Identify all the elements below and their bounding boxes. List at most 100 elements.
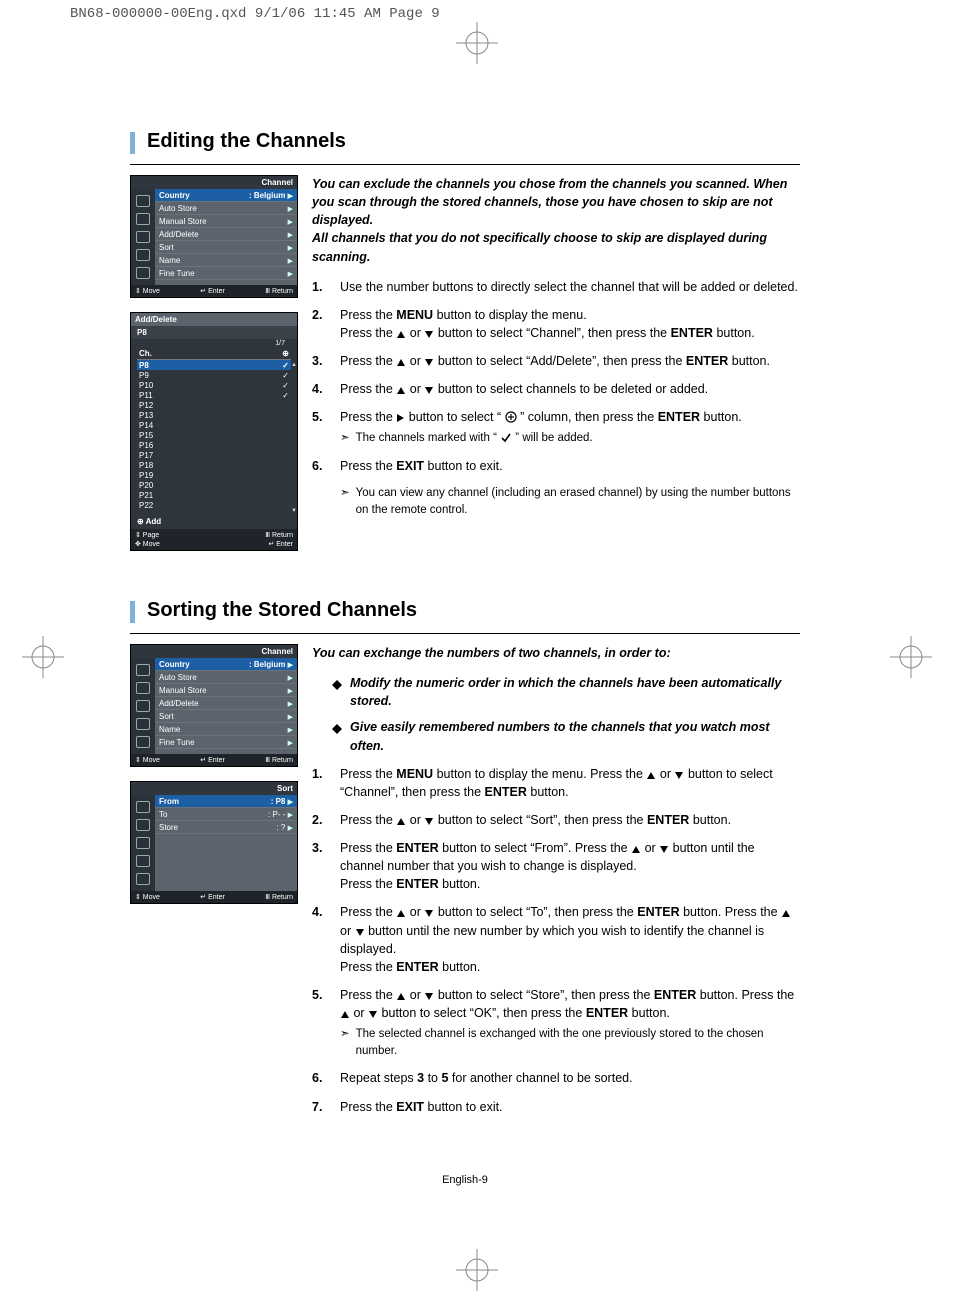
osd-foot-return: Ⅲ Return — [214, 531, 293, 539]
step-body: Repeat steps 3 to 5 for another channel … — [340, 1069, 800, 1087]
step-body: Press the MENU button to display the men… — [340, 306, 800, 342]
chevron-right-icon: ▶ — [288, 271, 293, 278]
osd-ch: P8 — [139, 361, 149, 370]
osd-footer: ⇕ PageⅢ Return✥ Move↵ Enter — [131, 529, 297, 550]
check-icon: ✓ — [282, 361, 289, 370]
osd-foot-enter: ↵ Enter — [200, 756, 225, 764]
osd-ch: P15 — [139, 431, 153, 440]
osd-foot-enter: ↵ Enter — [214, 540, 293, 548]
step-number: 7. — [312, 1098, 330, 1116]
osd-ch: P18 — [139, 461, 153, 470]
footnote: ➣ You can view any channel (including an… — [340, 485, 800, 518]
osd-channel-menu: ChannelCountry: Belgium ▶Auto Store▶Manu… — [130, 175, 298, 298]
osd-row-label: To — [159, 810, 167, 819]
step-item: 6.Repeat steps 3 to 5 for another channe… — [312, 1069, 800, 1087]
osd-row-value: ▶ — [288, 712, 293, 721]
osd-row: Manual Store▶ — [155, 684, 297, 697]
osd-table-row: P17 — [137, 450, 291, 460]
osd-foot-move: ✥ Move — [135, 540, 214, 548]
step-item: 3.Press the ENTER button to select “From… — [312, 839, 800, 893]
osd-row-label: Sort — [159, 712, 174, 721]
osd-subtitle: P8 — [131, 326, 297, 339]
osd-row-label: Name — [159, 725, 180, 734]
osd-icon — [136, 801, 150, 813]
osd-row: To: P- - ▶ — [155, 808, 297, 821]
osd-row-label: From — [159, 797, 179, 806]
osd-icon — [136, 873, 150, 885]
step-item: 2.Press the or button to select “Sort”, … — [312, 811, 800, 829]
print-header: BN68-000000-00Eng.qxd 9/1/06 11:45 AM Pa… — [70, 6, 440, 22]
osd-page-indicator: 1/7 — [131, 339, 297, 348]
steps-list: 1.Use the number buttons to directly sel… — [312, 278, 800, 476]
step-body: Press the ENTER button to select “From”.… — [340, 839, 800, 893]
step-number: 5. — [312, 986, 330, 1060]
step-item: 5.Press the or button to select “Store”,… — [312, 986, 800, 1060]
osd-foot-enter: ↵ Enter — [200, 893, 225, 901]
osd-table-row: P14 — [137, 420, 291, 430]
chevron-right-icon: ▶ — [288, 727, 293, 734]
osd-icon-column — [131, 795, 155, 891]
osd-icon — [136, 855, 150, 867]
osd-ch: P9 — [139, 371, 149, 380]
osd-icon — [136, 718, 150, 730]
step-item: 1.Press the MENU button to display the m… — [312, 765, 800, 801]
chevron-right-icon: ▶ — [288, 675, 293, 682]
osd-row-value: : Belgium ▶ — [249, 191, 293, 200]
osd-icon — [136, 249, 150, 261]
note-arrow-icon: ➣ — [340, 485, 350, 518]
osd-ch: P14 — [139, 421, 153, 430]
osd-icon — [136, 700, 150, 712]
osd-icon — [136, 819, 150, 831]
osd-foot-return: Ⅲ Return — [265, 287, 293, 295]
osd-row-label: Manual Store — [159, 217, 207, 226]
crop-mark-right-icon — [890, 636, 932, 678]
osd-table-row: P16 — [137, 440, 291, 450]
osd-row-value: ▶ — [288, 738, 293, 747]
osd-table-row: P11✓ — [137, 390, 291, 400]
osd-row-value: ▶ — [288, 686, 293, 695]
osd-icon — [136, 837, 150, 849]
step-body: Press the EXIT button to exit. — [340, 457, 800, 475]
osd-foot-enter: ↵ Enter — [200, 287, 225, 295]
step-body: Press the MENU button to display the men… — [340, 765, 800, 801]
osd-row-label: Fine Tune — [159, 738, 195, 747]
osd-icon — [136, 213, 150, 225]
osd-row: Auto Store▶ — [155, 671, 297, 684]
diamond-item: Give easily remembered numbers to the ch… — [332, 718, 800, 754]
section-title: Editing the Channels — [147, 130, 346, 153]
osd-ch: P19 — [139, 471, 153, 480]
chevron-right-icon: ▶ — [288, 740, 293, 747]
crop-mark-top-icon — [456, 22, 498, 64]
osd-row: Fine Tune ▶ — [155, 736, 297, 749]
diamond-icon — [332, 721, 342, 754]
chevron-right-icon: ▶ — [288, 219, 293, 226]
osd-row-value: ▶ — [288, 230, 293, 239]
osd-row-value: ▶ — [288, 725, 293, 734]
chevron-right-icon: ▶ — [288, 193, 293, 200]
osd-row-label: Sort — [159, 243, 174, 252]
osd-row-value: ▶ — [288, 673, 293, 682]
osd-row: Name▶ — [155, 254, 297, 267]
crop-mark-bottom-icon — [456, 1249, 498, 1291]
osd-foot-page: ⇕ Page — [135, 531, 214, 539]
osd-table-row: P21 — [137, 490, 291, 500]
step-item: 7.Press the EXIT button to exit. — [312, 1098, 800, 1116]
section-bar-icon — [130, 132, 135, 154]
osd-foot-move: ⇕ Move — [135, 287, 160, 295]
diamond-text: Give easily remembered numbers to the ch… — [350, 718, 800, 754]
osd-title: Sort — [131, 782, 297, 795]
osd-row-label: Store — [159, 823, 178, 832]
step-item: 5.Press the button to select “ ” column,… — [312, 408, 800, 447]
chevron-right-icon: ▶ — [288, 799, 293, 806]
osd-sort-menu: SortFrom: P8 ▶To: P- - ▶Store: ? ▶⇕ Move… — [130, 781, 298, 904]
osd-icon — [136, 195, 150, 207]
step-body: Press the or button to select “To”, then… — [340, 903, 800, 976]
step-number: 2. — [312, 811, 330, 829]
osd-row: From: P8 ▶ — [155, 795, 297, 808]
sub-arrow-icon: ➣ — [340, 1026, 350, 1059]
osd-row: Country: Belgium ▶ — [155, 658, 297, 671]
diamond-text: Modify the numeric order in which the ch… — [350, 674, 800, 710]
step-number: 5. — [312, 408, 330, 447]
osd-row-value: ▶ — [288, 269, 293, 278]
osd-row-label: Name — [159, 256, 180, 265]
